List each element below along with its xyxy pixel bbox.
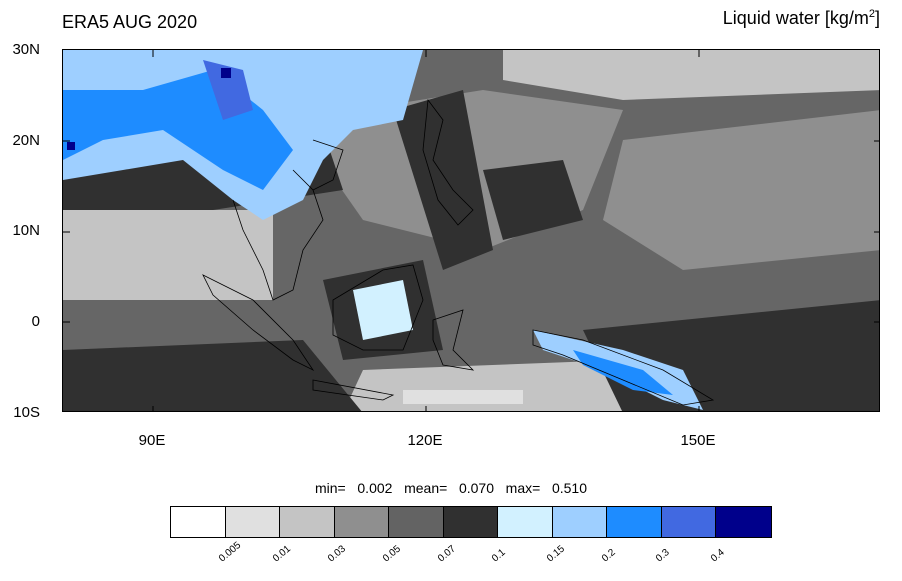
lat-label-0: 0 (31, 313, 40, 330)
colorbar-label: 0.1 (490, 547, 508, 565)
colorbar-label: 0.05 (380, 543, 403, 565)
colorbar-box (552, 507, 608, 537)
colorbar (170, 506, 772, 538)
colorbar-box (225, 507, 281, 537)
colorbar-label: 0.3 (654, 547, 673, 565)
map-title: ERA5 AUG 2020 (62, 12, 198, 32)
coastline-sumatra (202, 274, 315, 372)
colorbar-label: 0.4 (709, 547, 727, 565)
lat-label-10n: 10N (12, 222, 40, 239)
lat-label-20n: 20N (12, 132, 40, 149)
borneo-liquid (353, 280, 413, 340)
asia-liquid-high (203, 60, 253, 120)
field-light-pacific (503, 50, 879, 100)
variable-title-suffix: ] (874, 8, 880, 28)
map-canvas (63, 50, 879, 411)
colorbar-box (280, 507, 335, 537)
coastline-borneo (332, 264, 424, 351)
lat-label-30n: 30N (12, 41, 40, 58)
colorbar-box (607, 507, 662, 537)
colorbar-label: 0.005 (216, 539, 243, 565)
lon-label-120e: 120E (407, 432, 443, 449)
lon-label-90e: 90E (138, 432, 166, 449)
asia-liquid-max (221, 68, 231, 78)
colorbar-label: 0.01 (271, 543, 294, 565)
colorbar-box (171, 507, 226, 537)
new-guinea-liquid-high (573, 350, 673, 395)
colorbar-label: 0.03 (326, 543, 349, 565)
variable-title: Liquid water [kg/m2] (723, 8, 880, 29)
colorbar-box (716, 507, 771, 537)
colorbar-box (334, 507, 390, 537)
coastline-philippines (422, 98, 474, 226)
asia-liquid-max-west (67, 142, 75, 150)
colorbar-label: 0.2 (599, 547, 618, 565)
coastline-new-guinea (532, 329, 715, 406)
lon-label-150e: 150E (680, 432, 716, 449)
field-lightgray-west (63, 210, 273, 300)
variable-title-text: Liquid water [kg/m (722, 8, 869, 28)
field-dark-pacific (483, 160, 583, 240)
coastline-indochina (232, 169, 324, 301)
coastline-java (312, 379, 395, 401)
field-dark-west (63, 340, 362, 411)
field-lightgray-east (603, 110, 879, 270)
lat-label-10s: 10S (13, 404, 40, 421)
field-dark-philippines (393, 90, 493, 270)
coastline-china (312, 139, 344, 191)
colorbar-label: 0.15 (544, 543, 567, 565)
coastline-sulawesi (432, 309, 475, 371)
colorbar-box (661, 507, 717, 537)
stats-line: min= 0.002 mean= 0.070 max= 0.510 (314, 480, 587, 496)
map-plot (62, 49, 880, 412)
colorbar-label: 0.07 (435, 543, 458, 565)
colorbar-box (498, 507, 553, 537)
colorbar-box (389, 507, 444, 537)
unit-superscript: 2 (868, 8, 875, 20)
colorbar-box (443, 507, 499, 537)
frame-ticks (63, 50, 879, 411)
field-white-south (403, 390, 523, 404)
